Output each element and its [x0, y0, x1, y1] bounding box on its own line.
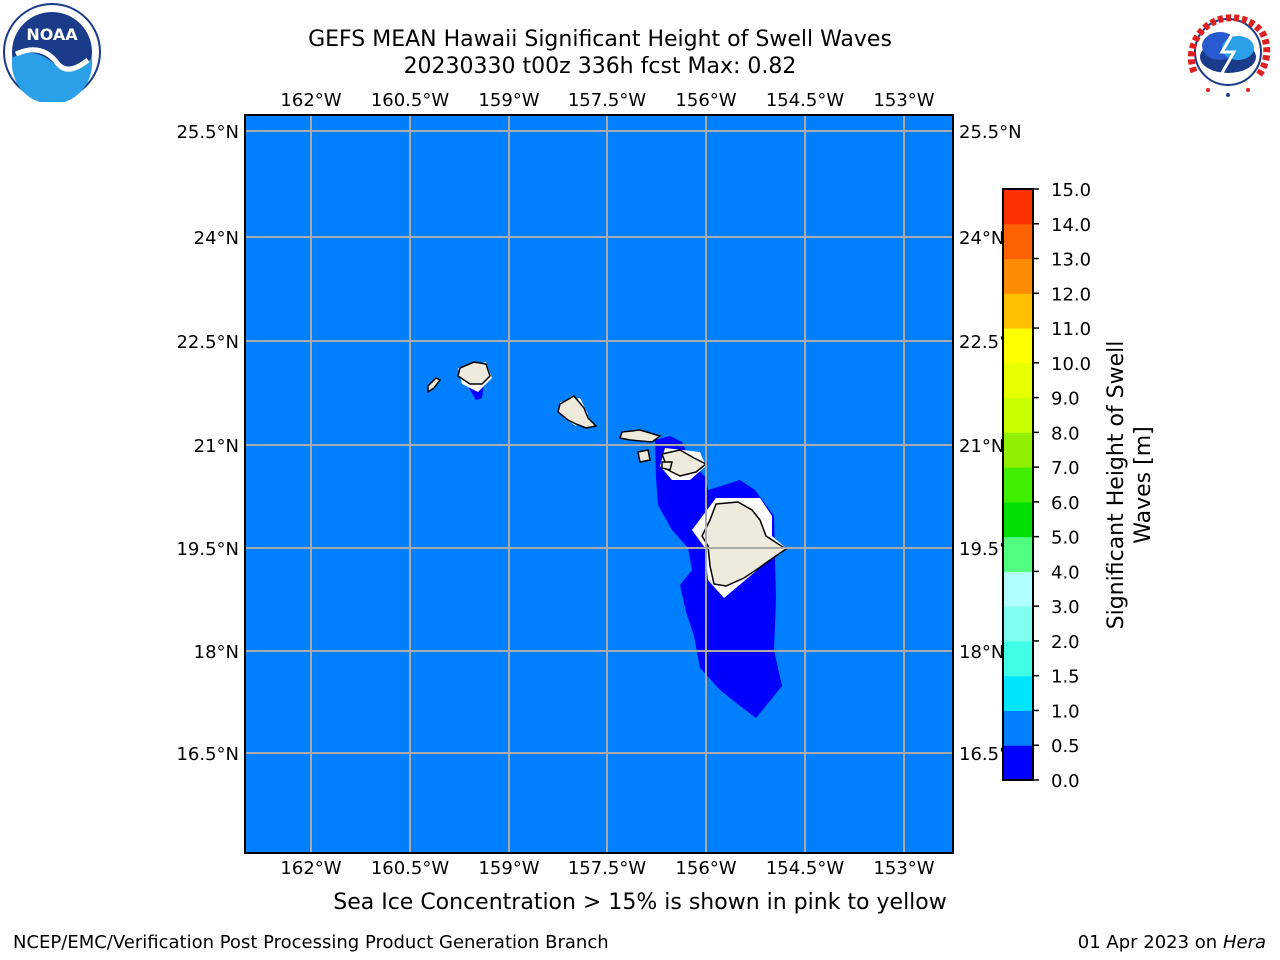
colorbar-segment [1003, 397, 1033, 433]
chart-title: GEFS MEAN Hawaii Significant Height of S… [308, 27, 892, 52]
colorbar-tick-label: 1.5 [1051, 667, 1080, 688]
colorbar-tick-label: 3.0 [1051, 597, 1080, 618]
lon-label: 162°W [280, 858, 341, 879]
lat-label: 21°N [194, 436, 239, 457]
footer-date-text: 01 Apr 2023 on [1077, 932, 1223, 953]
colorbar-segment [1003, 571, 1033, 607]
noaa-logo-text: NOAA [26, 25, 78, 44]
islands-land [427, 361, 788, 587]
lat-labels-left: 25.5°N 24°N 22.5°N 21°N 19.5°N 18°N 16.5… [176, 122, 239, 765]
colorbar-tick-label: 2.0 [1051, 632, 1080, 653]
lat-label: 24°N [959, 228, 1004, 249]
colorbar-segment [1003, 258, 1033, 294]
graticule [245, 115, 953, 853]
lon-label: 159°W [478, 90, 539, 111]
colorbar-segment [1003, 328, 1033, 364]
lon-labels-bottom: 162°W 160.5°W 159°W 157.5°W 156°W 154.5°… [280, 858, 934, 879]
footer-credit: NCEP/EMC/Verification Post Processing Pr… [13, 932, 609, 953]
colorbar-tick-label: 0.5 [1051, 736, 1080, 757]
colorbar-tick-label: 5.0 [1051, 528, 1080, 549]
colorbar-segment [1003, 640, 1033, 677]
lat-label: 21°N [959, 436, 1004, 457]
colorbar-segment [1003, 189, 1033, 225]
island-maui [660, 449, 708, 477]
colorbar-tick-label: 13.0 [1051, 250, 1091, 271]
noaa-logo: NOAA [3, 3, 101, 102]
colorbar-tick-label: 9.0 [1051, 389, 1080, 410]
island-kahoolawe [661, 461, 673, 471]
lat-label: 18°N [194, 642, 239, 663]
lon-label: 159°W [478, 858, 539, 879]
island-kauai [457, 361, 491, 385]
colorbar [1002, 188, 1034, 781]
island-lanai [637, 449, 651, 463]
lon-label: 154.5°W [766, 858, 845, 879]
colorbar-tick-label: 11.0 [1051, 319, 1091, 340]
colorbar-tick-label: 4.0 [1051, 562, 1080, 583]
colorbar-segment [1003, 223, 1033, 260]
island-oahu [557, 395, 598, 429]
colorbar-segment [1003, 362, 1033, 399]
colorbar-tick-label: 12.0 [1051, 284, 1091, 305]
colorbar-label-line1: Significant Height of Swell [1104, 341, 1129, 630]
lon-label: 153°W [873, 858, 934, 879]
colorbar-segment [1003, 467, 1033, 503]
lon-label: 160.5°W [371, 90, 450, 111]
lon-label: 160.5°W [371, 858, 450, 879]
lat-label: 25.5°N [959, 122, 1022, 143]
colorbar-tick-label: 14.0 [1051, 215, 1091, 236]
colorbar-segment [1003, 606, 1033, 642]
colorbar-segment [1003, 710, 1033, 746]
colorbar-segment [1003, 536, 1033, 572]
colorbar-ticks: 0.0 0.5 1.0 1.5 2.0 3.0 4.0 5.0 6.0 7.0 8.0 9.0 10.0… [1033, 180, 1091, 792]
footer-host: Hera [1222, 932, 1266, 953]
colorbar-tick-label: 7.0 [1051, 458, 1080, 479]
ocean-field [245, 115, 953, 853]
chart-subtitle-forecast: 20230330 t00z 336h fcst Max: 0.82 [403, 54, 797, 79]
colorbar-segment [1003, 432, 1033, 468]
lat-label: 19.5°N [176, 539, 239, 560]
colorbar-frame [1002, 188, 1034, 781]
colorbar-tick-label: 8.0 [1051, 423, 1080, 444]
lon-label: 153°W [873, 90, 934, 111]
colorbar-tick-label: 10.0 [1051, 354, 1091, 375]
lon-label: 157.5°W [568, 90, 647, 111]
lat-label: 18°N [959, 642, 1004, 663]
lon-label: 154.5°W [766, 90, 845, 111]
lon-label: 157.5°W [568, 858, 647, 879]
lon-labels-top: 162°W 160.5°W 159°W 157.5°W 156°W 154.5°… [280, 90, 934, 111]
footer-date: 01 Apr 2023 on Hera [1078, 932, 1266, 953]
map-frame [244, 114, 954, 854]
nws-logo [1181, 5, 1275, 99]
island-molokai [619, 429, 662, 443]
lon-label: 162°W [280, 90, 341, 111]
colorbar-label-line2: Waves [m] [1131, 426, 1156, 543]
lon-label: 156°W [675, 858, 736, 879]
lat-label: 25.5°N [176, 122, 239, 143]
colorbar-segment [1003, 501, 1033, 538]
lat-label: 16.5°N [176, 744, 239, 765]
lon-label: 156°W [675, 90, 736, 111]
colorbar-segment [1003, 745, 1033, 781]
colorbar-tick-label: 0.0 [1051, 771, 1080, 792]
sea-ice-note: Sea Ice Concentration > 15% is shown in … [333, 890, 947, 915]
lat-label: 24°N [194, 228, 239, 249]
colorbar-tick-label: 6.0 [1051, 493, 1080, 514]
colorbar-tick-label: 15.0 [1051, 180, 1091, 201]
colorbar-segment [1003, 293, 1033, 329]
island-niihau [427, 377, 442, 394]
colorbar-segment [1003, 675, 1033, 711]
lat-label: 22.5°N [176, 332, 239, 353]
colorbar-tick-label: 1.0 [1051, 701, 1080, 722]
